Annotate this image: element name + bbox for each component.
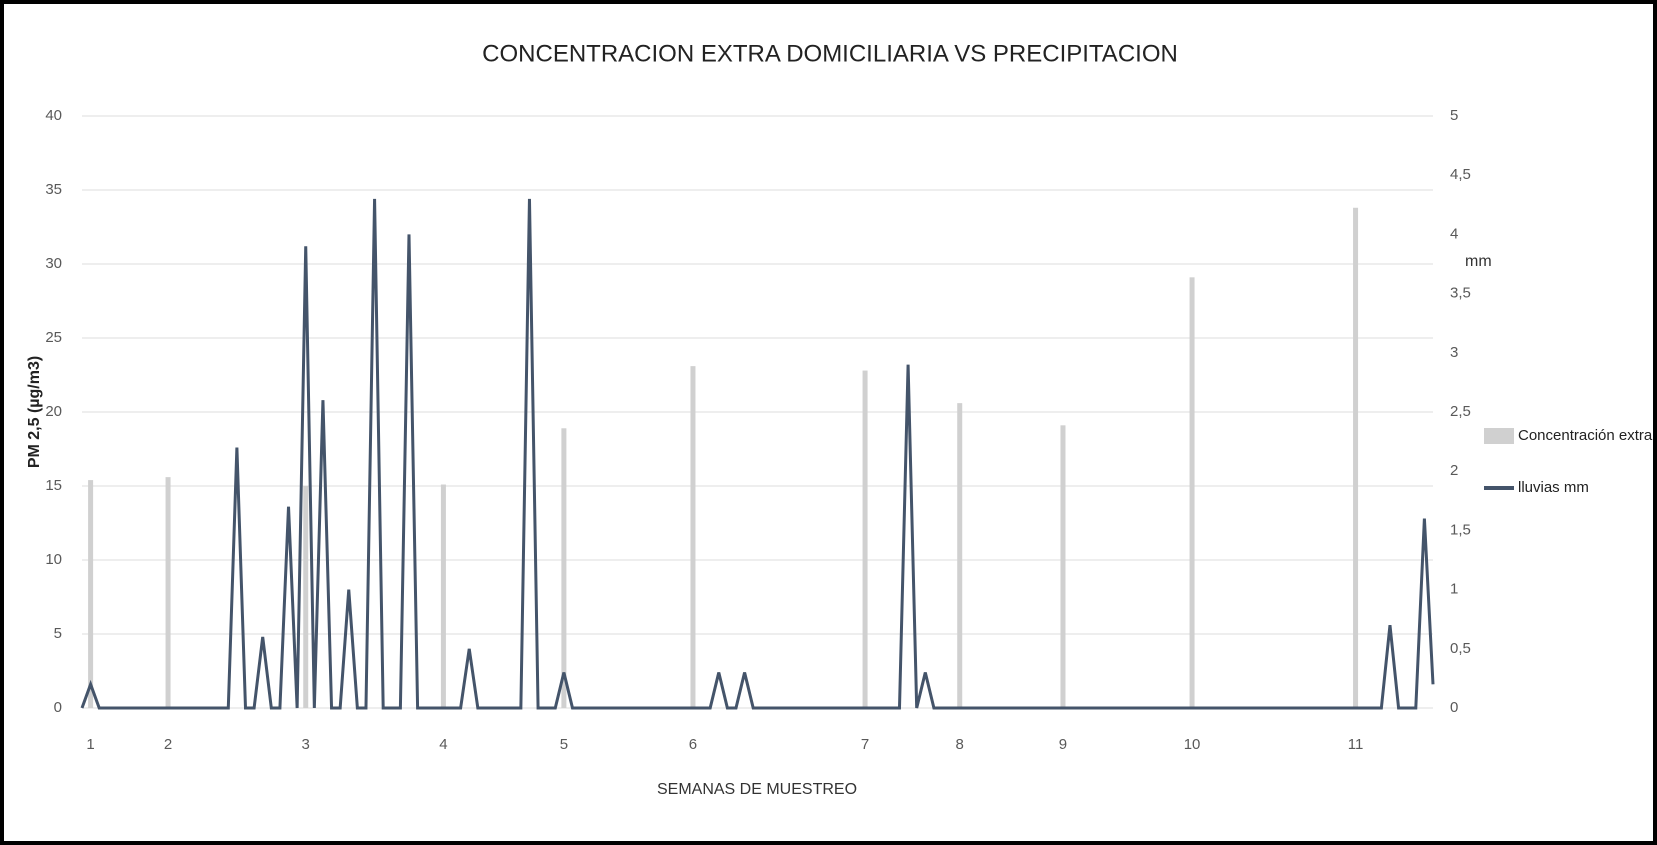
- y-tick-label: 25: [45, 329, 62, 346]
- bar: [862, 370, 868, 708]
- y2-axis-title: mm: [1465, 253, 1492, 270]
- bar: [440, 484, 446, 708]
- y-tick-label: 0: [54, 699, 62, 716]
- bar: [1353, 207, 1359, 708]
- x-tick-label: 6: [689, 736, 697, 753]
- x-tick-label: 2: [164, 736, 172, 753]
- x-tick-label: 8: [956, 736, 964, 753]
- bar: [1060, 425, 1066, 708]
- y-tick-label: 10: [45, 551, 62, 568]
- y2-tick-label: 1,5: [1450, 521, 1471, 538]
- x-tick-label: 10: [1184, 736, 1201, 753]
- bar: [561, 428, 567, 708]
- y2-tick-label: 4,5: [1450, 166, 1471, 183]
- y-tick-label: 40: [45, 107, 62, 124]
- x-tick-label: 11: [1348, 736, 1364, 753]
- bar: [957, 403, 963, 708]
- y2-tick-label: 2,5: [1450, 403, 1471, 420]
- legend-label: lluvias mm: [1518, 479, 1589, 496]
- bar: [303, 486, 309, 708]
- y2-tick-label: 5: [1450, 107, 1458, 124]
- y2-tick-label: 1: [1450, 581, 1458, 598]
- y-tick-label: 20: [45, 403, 62, 420]
- x-tick-label: 1: [86, 736, 94, 753]
- y-tick-label: 15: [45, 477, 62, 494]
- y2-tick-label: 0,5: [1450, 640, 1471, 657]
- x-tick-label: 9: [1059, 736, 1067, 753]
- x-axis-title: SEMANAS DE MUESTREO: [657, 781, 857, 798]
- bar: [165, 477, 171, 708]
- y-tick-label: 30: [45, 255, 62, 272]
- y2-tick-label: 4: [1450, 225, 1458, 242]
- x-tick-label: 5: [560, 736, 568, 753]
- bar: [1189, 277, 1195, 708]
- y2-tick-label: 2: [1450, 462, 1458, 479]
- line: [80, 198, 1435, 710]
- y2-tick-label: 0: [1450, 699, 1458, 716]
- x-tick-label: 3: [302, 736, 310, 753]
- bar: [88, 480, 94, 708]
- chart-title: CONCENTRACION EXTRA DOMICILIARIA VS PREC…: [482, 40, 1178, 67]
- bar: [690, 366, 696, 708]
- y2-tick-label: 3,5: [1450, 285, 1471, 302]
- y-tick-label: 35: [45, 181, 62, 198]
- y2-tick-label: 3: [1450, 344, 1458, 361]
- x-tick-label: 7: [861, 736, 869, 753]
- y-tick-label: 5: [54, 625, 62, 642]
- x-tick-label: 4: [439, 736, 447, 753]
- y-axis-title: PM 2,5 (µg/m3): [26, 356, 43, 468]
- legend-swatch: [1484, 428, 1514, 444]
- legend-label: Concentración extra: [1518, 427, 1653, 444]
